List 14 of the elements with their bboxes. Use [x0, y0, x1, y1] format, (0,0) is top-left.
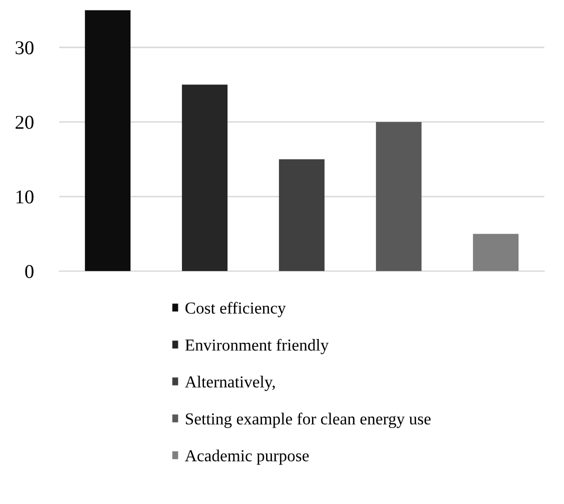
y-tick-label: 10 [16, 190, 34, 204]
legend-label: Environment friendly [185, 338, 329, 354]
bar [278, 159, 325, 272]
legend-label: Academic purpose [184, 450, 309, 465]
legend-label: Setting example for clean energy use [186, 412, 431, 428]
bar [84, 10, 131, 272]
y-tick-label: 0 [25, 264, 34, 278]
bar [376, 122, 422, 272]
y-tick-label: 30 [16, 41, 34, 54]
y-tick-label: 20 [16, 116, 34, 129]
legend-label: Cost efficiency [185, 302, 286, 318]
legend-label: Alternatively, [184, 376, 275, 391]
bar [472, 234, 519, 272]
bar [182, 84, 228, 272]
